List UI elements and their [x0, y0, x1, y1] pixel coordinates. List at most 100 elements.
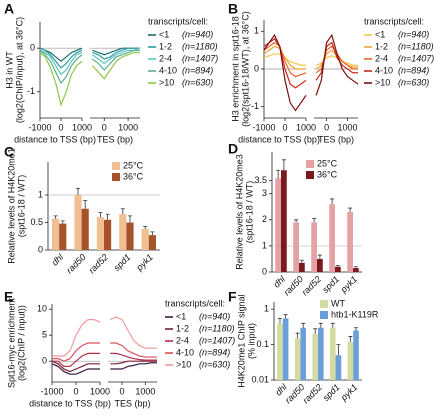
x-tick-label: 0 — [58, 122, 63, 132]
category-label: spd1 — [112, 252, 133, 273]
bar — [335, 266, 341, 272]
y-tick-label: 3.5 — [254, 175, 267, 185]
legend-count: (n=1180) — [182, 41, 218, 51]
bar — [329, 327, 336, 380]
legend-title: transcripts/cell: — [148, 16, 208, 26]
error-bar — [330, 322, 335, 328]
bar — [52, 218, 60, 250]
category-label: rad50 — [282, 274, 305, 297]
panel-letter: B — [228, 1, 238, 17]
legend-label: 25°C — [123, 160, 144, 170]
legend-count: (n=940) — [398, 29, 429, 39]
y-axis-label: Relative levels of H4K20me1 — [6, 148, 16, 264]
series-line — [263, 38, 307, 89]
legend-count: (n=894) — [199, 347, 230, 357]
bar — [294, 338, 301, 380]
x-axis-label: distance to TSS (bp) — [29, 398, 111, 408]
x-tick-label: 1000 — [90, 386, 110, 396]
legend-title: transcripts/cell: — [364, 16, 424, 26]
category-label: pyk1 — [338, 382, 359, 403]
bar — [299, 262, 305, 272]
panel-letter: F — [228, 289, 237, 305]
y-axis-label: Relative levels of H4K20me3 — [234, 154, 244, 270]
error-bar — [120, 208, 125, 215]
error-bar — [143, 225, 148, 230]
series-line — [51, 363, 100, 375]
series-line — [52, 342, 100, 362]
legend-label: 36°C — [317, 169, 338, 179]
series-line — [110, 316, 157, 349]
bar — [275, 178, 281, 272]
y-tick-label: 0.1 — [256, 339, 269, 349]
error-bar — [348, 207, 353, 212]
y-tick-label: 2 — [262, 214, 267, 224]
y-axis-label: (% input) — [246, 323, 256, 359]
x-tick-label: 1000 — [338, 122, 358, 132]
y-tick-label: 10 — [37, 304, 47, 314]
bar — [282, 318, 289, 380]
x-tick-label: 0 — [102, 122, 107, 132]
y-tick-label: -1 — [27, 86, 35, 96]
error-bar — [294, 219, 299, 223]
bar — [74, 195, 82, 250]
legend-swatch — [306, 160, 314, 168]
legend-label: 2-4 — [159, 53, 172, 63]
legend-label: 4-10 — [176, 347, 194, 357]
legend-swatch — [320, 300, 328, 308]
legend-swatch — [112, 162, 120, 170]
category-label: rad52 — [301, 382, 324, 405]
legend-count: (n=1407) — [182, 53, 218, 63]
bar — [317, 258, 323, 272]
x-axis-label: TES (bp) — [97, 134, 133, 144]
y-tick-label: 0 — [38, 244, 43, 254]
error-bar — [330, 198, 335, 205]
y-axis-label: (log2(ChIP / input)) — [16, 305, 26, 381]
x-tick-label: -1000 — [40, 386, 63, 396]
bar — [59, 223, 67, 250]
x-tick-label: 0 — [119, 386, 124, 396]
error-bar — [281, 159, 286, 171]
y-tick-label: 1 — [262, 240, 267, 250]
bar — [335, 355, 342, 380]
bar — [312, 333, 318, 380]
legend-swatch — [320, 311, 328, 319]
x-tick-label: -1000 — [252, 122, 275, 132]
y-axis-label: H4K20me1 ChIP signal — [236, 294, 246, 387]
bar — [318, 327, 324, 380]
error-bar — [353, 266, 358, 269]
legend-count: (n=894) — [182, 65, 213, 75]
series-line — [52, 319, 101, 357]
legend-label: 4-10 — [375, 65, 393, 75]
bar — [353, 330, 359, 380]
bar — [148, 235, 156, 250]
category-label: spd1 — [321, 382, 342, 403]
y-axis-label: (log2(ChIP/input), at 36°C) — [14, 17, 24, 123]
y-tick-label: 3 — [262, 188, 267, 198]
error-bar — [277, 318, 282, 324]
legend-count: (n=940) — [199, 311, 230, 321]
series-line — [263, 41, 307, 78]
y-axis-label: Spt16-myc enrichment — [6, 297, 16, 388]
y-axis-label: (spt16-18 / WT) — [16, 175, 26, 238]
bar — [281, 170, 287, 272]
y-tick-label: 0 — [42, 356, 47, 366]
error-bar — [299, 259, 304, 263]
series-line — [51, 360, 100, 373]
legend-count: (n=1407) — [199, 335, 235, 345]
series-line — [39, 52, 83, 107]
legend-swatch — [306, 171, 314, 179]
legend-label: <1 — [159, 29, 169, 39]
series-line — [92, 47, 140, 60]
error-bar — [354, 327, 359, 331]
bar — [353, 268, 359, 272]
panel-letter: D — [228, 141, 238, 157]
legend-label: 1-2 — [375, 41, 388, 51]
x-tick-label: 0 — [73, 386, 78, 396]
error-bar — [105, 213, 110, 220]
y-tick-label: 0.5 — [30, 217, 43, 227]
legend-count: (n=940) — [182, 29, 213, 39]
series-line — [39, 47, 83, 69]
bar — [141, 229, 149, 250]
category-label: rad52 — [87, 252, 110, 275]
bar — [293, 222, 299, 272]
